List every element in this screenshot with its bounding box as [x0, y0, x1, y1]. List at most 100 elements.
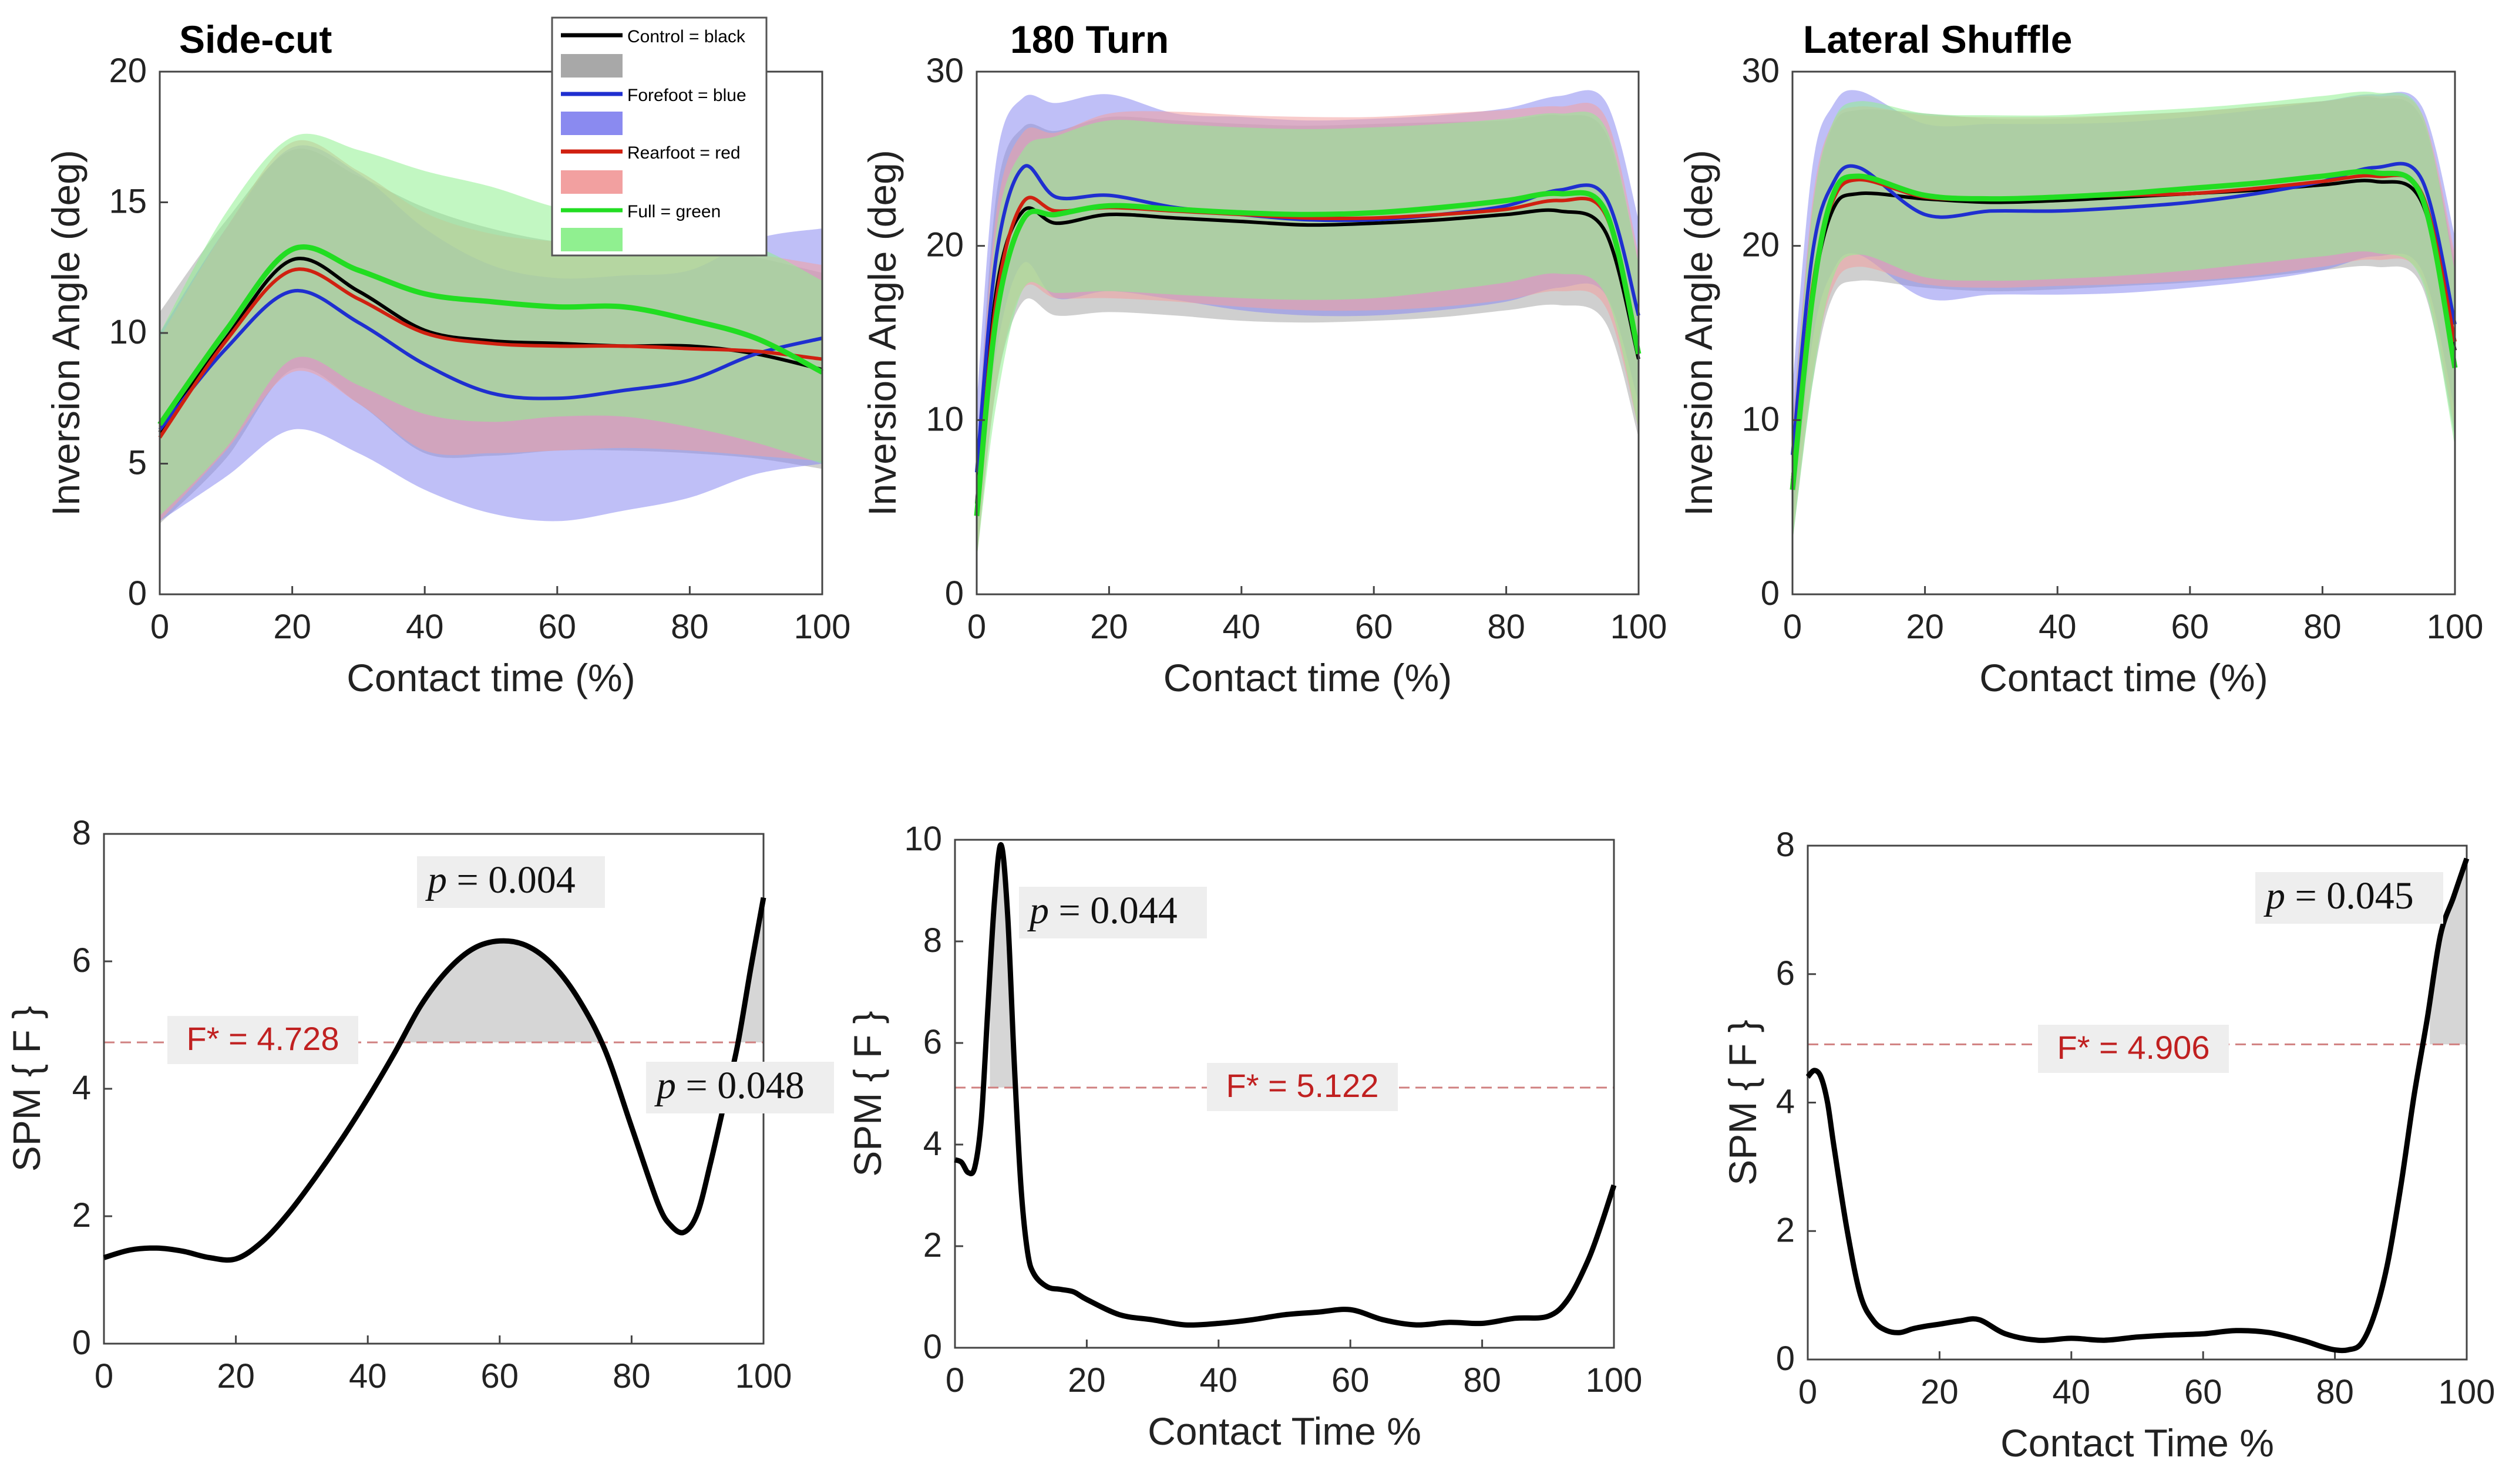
- y-tick-label: 10: [109, 313, 147, 351]
- p-value-label: p = 0.045: [2264, 874, 2414, 917]
- y-tick-label: 4: [1776, 1083, 1795, 1121]
- band-full: [977, 112, 1639, 560]
- threshold-label: F* = 5.122: [1226, 1067, 1379, 1104]
- y-tick-label: 2: [72, 1196, 91, 1234]
- y-tick-label: 6: [1776, 954, 1795, 992]
- p-value-label: p = 0.004: [425, 859, 576, 901]
- y-axis-label: SPM { F }: [846, 1011, 889, 1176]
- x-tick-label: 0: [95, 1357, 113, 1395]
- p-value-label-bg: [2255, 872, 2443, 924]
- mean-line-full: [1790, 169, 2458, 490]
- x-tick-label: 60: [2184, 1373, 2222, 1411]
- x-tick-label: 0: [1798, 1373, 1817, 1411]
- legend: Control = black Forefoot = blue Rearfoot…: [551, 16, 768, 257]
- x-tick-label: 20: [217, 1357, 255, 1395]
- x-tick-label: 100: [735, 1357, 792, 1395]
- x-tick-label: 80: [671, 608, 709, 646]
- x-tick-label: 60: [1355, 608, 1393, 646]
- x-tick-label: 40: [349, 1357, 387, 1395]
- y-tick-label: 20: [1741, 226, 1780, 264]
- legend-box: [551, 16, 768, 257]
- legend-label-full: Full = green: [627, 202, 721, 221]
- mean-line-forefoot: [158, 288, 823, 431]
- x-tick-label: 60: [539, 608, 577, 646]
- y-tick-label: 0: [945, 574, 964, 613]
- x-tick-label: 80: [613, 1357, 651, 1395]
- y-tick-label: 30: [1741, 52, 1780, 90]
- y-tick-label: 8: [923, 921, 942, 960]
- mean-line-rearfoot: [158, 267, 823, 439]
- y-tick-label: 2: [1776, 1211, 1795, 1249]
- x-axis-label: Contact time (%): [1163, 656, 1452, 699]
- x-tick-label: 60: [1331, 1361, 1370, 1399]
- y-tick-label: 30: [926, 52, 964, 90]
- y-tick-label: 0: [128, 574, 147, 613]
- x-axis-label: Contact Time %: [1148, 1409, 1421, 1453]
- mean-line-control: [158, 257, 823, 433]
- y-tick-label: 0: [1761, 574, 1780, 613]
- x-tick-label: 100: [2427, 608, 2484, 646]
- y-tick-label: 10: [904, 820, 942, 858]
- p-value-label-bg: [1019, 887, 1207, 938]
- threshold-label-bg: [2038, 1025, 2229, 1073]
- legend-label-forefoot: Forefoot = blue: [627, 86, 746, 105]
- y-tick-label: 2: [923, 1226, 942, 1264]
- mean-line-full: [974, 190, 1642, 516]
- x-tick-label: 60: [481, 1357, 519, 1395]
- x-tick-label: 100: [1610, 608, 1667, 646]
- threshold-label: F* = 4.728: [187, 1020, 339, 1057]
- y-axis-label: SPM { F }: [5, 1006, 48, 1172]
- legend-band-forefoot: [561, 112, 623, 135]
- suprathreshold-cluster: [2430, 858, 2467, 1045]
- band-full: [1792, 92, 2455, 543]
- x-axis-label: Contact Time %: [2000, 1421, 2274, 1465]
- y-tick-label: 20: [926, 226, 964, 264]
- plot-frame: [1791, 70, 2456, 595]
- x-tick-label: 0: [967, 608, 986, 646]
- x-tick-label: 100: [794, 608, 851, 646]
- x-tick-label: 20: [1906, 608, 1944, 646]
- p-value-label-bg: [646, 1062, 834, 1113]
- x-tick-label: 20: [1921, 1373, 1959, 1411]
- legend-label-control: Control = black: [627, 27, 746, 46]
- x-tick-label: 80: [2303, 608, 2342, 646]
- mean-line-forefoot: [1791, 161, 2457, 455]
- x-tick-label: 80: [1463, 1361, 1501, 1399]
- y-tick-label: 6: [72, 941, 91, 980]
- plot-frame: [954, 839, 1615, 1349]
- y-tick-label: 10: [926, 400, 964, 438]
- x-tick-label: 80: [1487, 608, 1525, 646]
- y-tick-label: 8: [1776, 826, 1795, 864]
- x-tick-label: 40: [406, 608, 444, 646]
- x-tick-label: 40: [1200, 1361, 1238, 1399]
- y-tick-label: 0: [923, 1328, 942, 1366]
- y-tick-label: 0: [1776, 1340, 1795, 1378]
- spm-curve: [103, 897, 766, 1263]
- y-axis-label: Inversion Angle (deg): [1677, 150, 1720, 516]
- x-tick-label: 60: [2171, 608, 2209, 646]
- spm-curve: [1805, 857, 2470, 1354]
- x-tick-label: 40: [1223, 608, 1261, 646]
- y-axis-label: Inversion Angle (deg): [860, 150, 904, 516]
- chart-title: Side-cut: [179, 18, 332, 61]
- mean-line-full: [157, 244, 824, 426]
- x-axis-label: Contact time (%): [1979, 656, 2268, 699]
- legend-band-full: [561, 228, 623, 251]
- chart-title: 180 Turn: [1010, 18, 1169, 61]
- legend-band-control: [561, 54, 623, 78]
- y-tick-label: 6: [923, 1023, 942, 1061]
- x-tick-label: 20: [273, 608, 311, 646]
- x-tick-label: 100: [1586, 1361, 1643, 1399]
- x-tick-label: 0: [150, 608, 169, 646]
- p-value-label: p = 0.044: [1027, 889, 1178, 932]
- y-tick-label: 5: [128, 444, 147, 482]
- legend-label-rearfoot: Rearfoot = red: [627, 143, 741, 163]
- y-tick-label: 4: [72, 1069, 91, 1107]
- x-tick-label: 0: [1783, 608, 1802, 646]
- x-tick-label: 40: [2039, 608, 2077, 646]
- y-tick-label: 20: [109, 52, 147, 90]
- p-value-label: p = 0.048: [654, 1064, 805, 1107]
- x-tick-label: 100: [2439, 1373, 2495, 1411]
